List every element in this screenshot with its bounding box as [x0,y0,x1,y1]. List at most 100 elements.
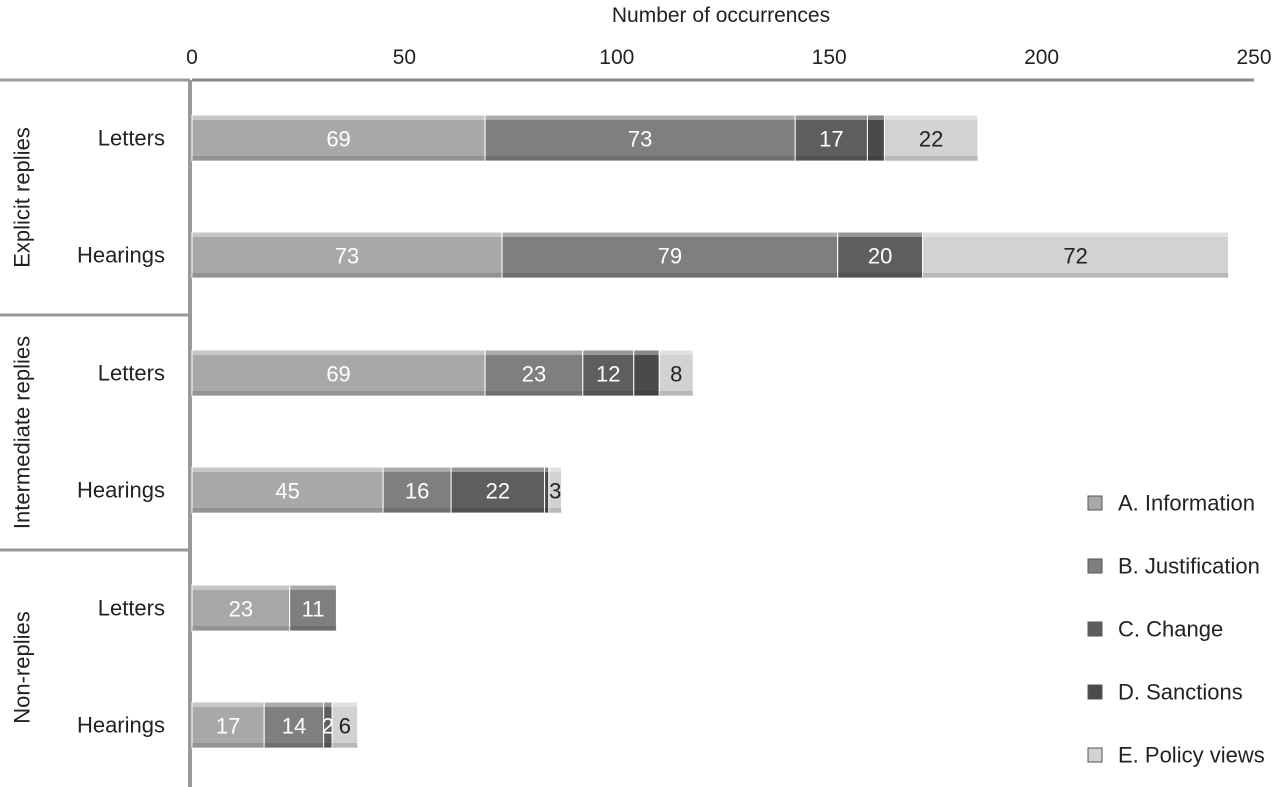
bar-highlight [544,467,549,472]
data-label: 22 [486,479,510,504]
data-label: 73 [628,127,652,152]
data-label: 72 [1063,244,1087,269]
bar-shade [867,156,885,161]
bar-shade [192,273,503,278]
legend-swatch [1087,621,1103,637]
bar-highlight [582,350,634,355]
x-tick-label: 150 [812,46,847,69]
bar-segment [658,349,694,397]
data-label: 23 [229,597,253,622]
legend-label: C. Change [1118,617,1223,642]
bar-segment [191,584,291,632]
bar-segment [548,466,563,514]
x-tick-label: 0 [186,46,198,69]
legend-swatch [1087,495,1103,511]
legend-label: D. Sanctions [1118,680,1243,705]
bar-highlight [192,115,486,120]
data-label: 73 [335,244,359,269]
bar-segment [289,584,337,632]
bar-shade [192,508,384,513]
bar-segment [484,114,796,162]
bar-highlight [502,232,838,237]
legend: A. Information B. Justification C. Change D… [1087,491,1265,768]
bar-segment [794,114,868,162]
group-label: Explicit replies [10,127,35,268]
bar-segment [263,701,325,749]
bar-shade [192,626,290,631]
bar-shade [922,273,1229,278]
bar-highlight [837,232,923,237]
bar-segment [331,701,359,749]
bar-shade [192,391,486,396]
bar-highlight [332,702,358,707]
data-label: 23 [522,362,546,387]
data-label: 20 [868,244,892,269]
bar-segment [883,114,979,162]
bar-shade [837,273,923,278]
bar-highlight [922,232,1229,237]
data-label: 8 [670,362,682,387]
bar-segment [866,114,885,162]
row-label: Hearings [77,713,165,738]
bar-highlight [884,115,978,120]
bar-shade [582,391,634,396]
data-label: 17 [216,714,240,739]
row-label: Letters [98,126,165,151]
data-label: 16 [405,479,429,504]
x-axis-title: Number of occurrences [612,4,830,27]
bar-segment [633,349,660,397]
data-label: 22 [919,127,943,152]
bar-highlight [633,350,660,355]
group-label: Intermediate replies [10,336,35,529]
data-label: 69 [326,127,350,152]
data-label: 6 [339,714,351,739]
legend-label: B. Justification [1118,554,1260,579]
bar-segment [191,349,486,397]
bar-segment [922,231,1230,279]
legend-label: E. Policy views [1118,743,1265,768]
bar-shade [502,273,838,278]
x-tick-label: 250 [1236,46,1271,69]
bar-shade [659,391,694,396]
data-label: 69 [326,362,350,387]
bar-highlight [451,467,545,472]
bar-shade [485,156,796,161]
data-label: 2 [322,714,334,739]
bar-segment [582,349,635,397]
bar-segment [191,231,503,279]
data-label: 17 [819,127,843,152]
bar-shade [264,743,324,748]
bar-highlight [485,115,796,120]
bar-highlight [192,350,486,355]
bar-shade [289,626,337,631]
x-tick-label: 50 [393,46,416,69]
x-tick-label: 100 [599,46,634,69]
row-label: Hearings [77,478,165,503]
bar-highlight [192,232,503,237]
bar-shade [884,156,978,161]
bar-shade [192,743,265,748]
bar-shade [795,156,868,161]
bar-shade [332,743,358,748]
data-label: 3 [549,479,561,504]
bar-segment [191,701,265,749]
data-label: 12 [596,362,620,387]
data-label: 45 [275,479,299,504]
row-label: Letters [98,596,165,621]
bar-shade [451,508,545,513]
bar-highlight [264,702,324,707]
data-label: 79 [658,244,682,269]
bar-shade [383,508,452,513]
legend-label: A. Information [1118,491,1255,516]
bar-segment [191,114,486,162]
data-label: 14 [282,714,306,739]
bar-shade [192,156,486,161]
bar-shade [544,508,549,513]
bar-highlight [289,585,337,590]
bar-highlight [192,585,290,590]
bar-segment [837,231,924,279]
bar-highlight [659,350,694,355]
bar-shade [485,391,583,396]
group-label: Non-replies [10,611,35,724]
bar-highlight [192,467,384,472]
